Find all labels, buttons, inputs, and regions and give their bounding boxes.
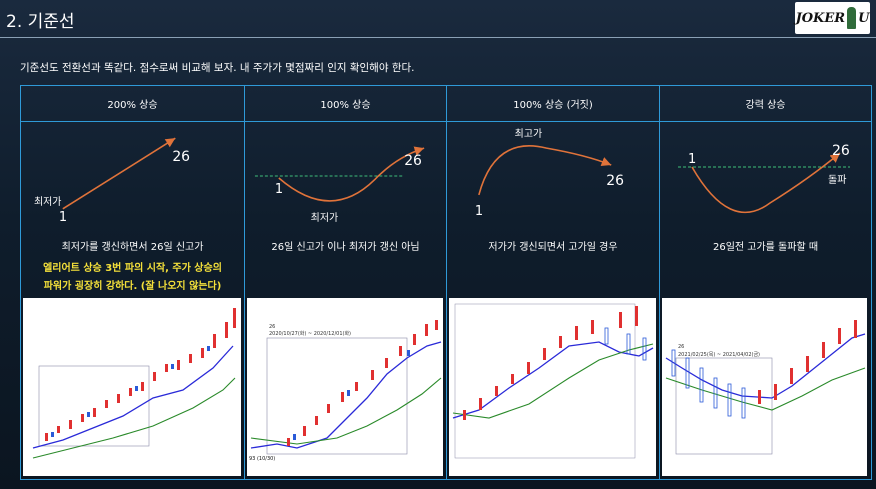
description: 최저가를 갱신하면서 26일 신고가	[61, 242, 204, 253]
end-label: 26	[606, 173, 624, 189]
column-100-percent-false: 100% 상승 (거짓) 최고가 1 26 저가가 갱신되면서 고가일 경우	[447, 86, 660, 479]
chart-note-1: 26	[678, 344, 684, 350]
highlight-line-2: 파워가 굉장히 강하다. (잘 나오지 않는다)	[43, 281, 222, 292]
breakout-curve-arrow	[691, 152, 841, 214]
title-bar: 2. 기준선 JOKER U	[0, 0, 876, 38]
chart-note-2: 2020/10/27(화) ~ 2020/12/01(화)	[269, 331, 351, 337]
arch-curve-arrow	[478, 145, 612, 196]
stock-chart-example	[449, 298, 656, 476]
comparison-table: 200% 상승 최저가 1 26 최저가를 갱신하면서 26일 신고가 엘리어트…	[20, 85, 872, 480]
description: 26일 신고가 이나 최저가 갱신 아님	[271, 242, 420, 253]
column-heading: 강력 상승	[660, 86, 871, 122]
high-caption: 최고가	[515, 128, 542, 140]
start-label: 1	[59, 210, 67, 225]
description: 26일전 고가를 돌파할 때	[712, 242, 819, 253]
column-200-percent: 200% 상승 최저가 1 26 최저가를 갱신하면서 26일 신고가 엘리어트…	[21, 86, 245, 479]
highlight-line-1: 엘리어트 상승 3번 파의 시작, 주가 상승의	[43, 263, 222, 274]
title-divider	[0, 37, 876, 38]
u-curve-arrow	[278, 146, 425, 202]
chart-note-3: 93 (10/30)	[249, 456, 275, 462]
chart-note-2: 2021/02/25(목) ~ 2021/04/02(금)	[678, 352, 760, 358]
end-label: 26	[172, 149, 190, 165]
low-caption: 최저가	[311, 212, 338, 224]
curve-diagram: 1 최저가 26	[245, 123, 446, 233]
end-caption: 돌파	[828, 174, 846, 186]
end-label: 26	[404, 153, 422, 169]
curve-diagram: 최고가 1 26	[447, 123, 659, 233]
joker-figure-icon	[847, 7, 857, 29]
page-title: 2. 기준선	[6, 12, 75, 32]
column-heading: 100% 상승 (거짓)	[447, 86, 659, 122]
stock-chart-example: 26 2020/10/27(화) ~ 2020/12/01(화) 93 (10/…	[247, 298, 443, 476]
rising-arrow	[62, 137, 176, 210]
column-100-percent: 100% 상승 1 최저가 26 26일 신고가 이나 최저가 갱신 아님 26…	[245, 86, 447, 479]
stock-chart-example	[23, 298, 241, 476]
curve-diagram: 1 26 돌파	[660, 123, 871, 233]
chart-note-1: 26	[269, 324, 275, 330]
curve-diagram: 최저가 1 26	[21, 123, 244, 233]
column-heading: 100% 상승	[245, 86, 446, 122]
end-label: 26	[832, 143, 850, 159]
stock-chart-example: 26 2021/02/25(목) ~ 2021/04/02(금)	[662, 298, 867, 476]
highlight-note: 엘리어트 상승 3번 파의 시작, 주가 상승의 파워가 굉장히 강하다. (잘…	[21, 260, 244, 296]
column-heading: 200% 상승	[21, 86, 244, 122]
start-label: 1	[275, 182, 283, 197]
start-caption: 최저가	[34, 196, 61, 208]
intro-text: 기준선도 전환선과 똑같다. 점수로써 비교해 보자. 내 주가가 몇점짜리 인…	[20, 62, 415, 74]
joker-logo: JOKER U	[795, 2, 870, 34]
description: 저가가 갱신되면서 고가일 경우	[488, 242, 618, 253]
start-label: 1	[688, 152, 696, 167]
start-label: 1	[475, 204, 483, 219]
column-strong-rise: 강력 상승 1 26 돌파 26일전 고가를 돌파할 때 26 2021/02/…	[660, 86, 871, 479]
